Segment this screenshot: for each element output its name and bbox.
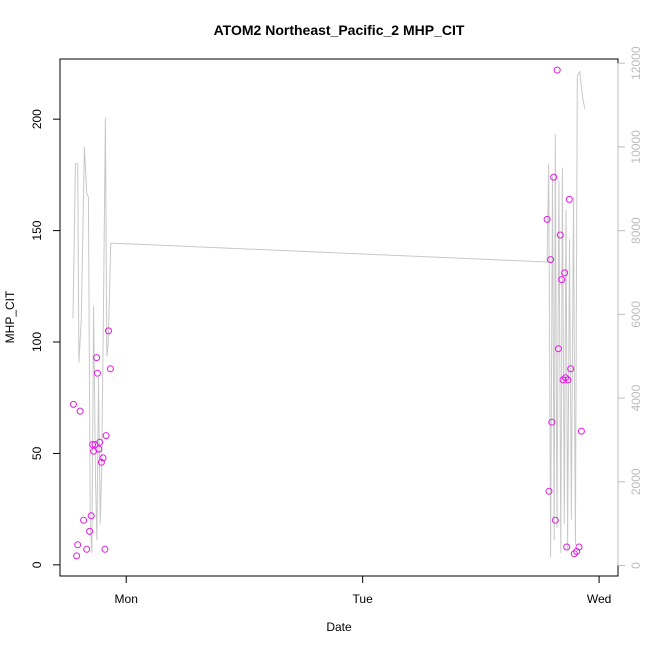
data-point: [545, 487, 553, 495]
y-axis-left: 0 50 100 150 200: [30, 109, 61, 568]
data-point: [105, 327, 112, 335]
y2-tick-label: 4000: [629, 384, 643, 411]
data-point: [551, 516, 559, 524]
data-point: [96, 438, 104, 446]
y-tick-label: 200: [30, 109, 44, 129]
x-tick-label: Mon: [115, 592, 138, 606]
data-point: [83, 545, 91, 553]
y2-tick-label: 0: [629, 562, 643, 569]
y-tick-label: 0: [30, 561, 44, 568]
data-point: [99, 454, 107, 462]
data-point: [556, 231, 564, 239]
data-point: [89, 441, 97, 448]
x-axis-label: Date: [326, 620, 352, 634]
y2-tick-label: 6000: [629, 301, 643, 328]
series-line-group: [72, 70, 586, 558]
x-tick-label: Wed: [587, 592, 611, 606]
data-point: [70, 400, 77, 408]
series-line: [72, 70, 586, 558]
data-point: [570, 550, 578, 558]
y2-tick-label: 2000: [629, 468, 643, 495]
data-point: [80, 516, 88, 524]
data-point: [106, 365, 114, 373]
data-point: [73, 552, 81, 560]
data-point: [565, 195, 573, 203]
data-point: [86, 527, 94, 535]
data-point: [102, 432, 110, 440]
data-point: [553, 66, 561, 74]
data-point: [575, 543, 583, 551]
data-point: [558, 276, 566, 284]
y2-tick-label: 12000: [629, 46, 643, 80]
data-point: [564, 376, 572, 384]
y2-tick-label: 8000: [629, 217, 643, 244]
data-point: [577, 427, 585, 435]
chart-title: ATOM2 Northeast_Pacific_2 MHP_CIT: [214, 22, 465, 38]
data-point: [548, 418, 556, 426]
data-point: [97, 458, 105, 466]
plot-frame: [59, 58, 619, 577]
y-axis-label: MHP_CIT: [3, 290, 17, 343]
y-tick-label: 100: [30, 332, 44, 352]
x-axis: Mon Tue Wed: [115, 575, 611, 606]
y-tick-label: 50: [30, 446, 44, 460]
data-point: [561, 269, 569, 277]
data-point: [87, 512, 95, 520]
data-point: [562, 374, 569, 382]
data-point: [554, 345, 562, 353]
data-point: [563, 543, 571, 551]
y-axis-right: 0 2000 4000 6000 8000 10000 12000: [617, 46, 643, 569]
x-tick-label: Tue: [353, 592, 374, 606]
data-point: [95, 445, 103, 453]
data-point: [93, 369, 101, 377]
data-point: [74, 541, 82, 549]
y-tick-label: 150: [30, 220, 44, 240]
data-point: [543, 215, 551, 223]
data-point: [547, 256, 555, 264]
data-point: [93, 354, 101, 362]
data-point: [76, 407, 84, 415]
data-point: [550, 173, 558, 181]
data-point: [567, 365, 575, 373]
series-points-group: [70, 66, 585, 560]
y2-tick-label: 10000: [629, 130, 643, 164]
data-point: [101, 545, 109, 553]
data-point: [559, 376, 567, 384]
